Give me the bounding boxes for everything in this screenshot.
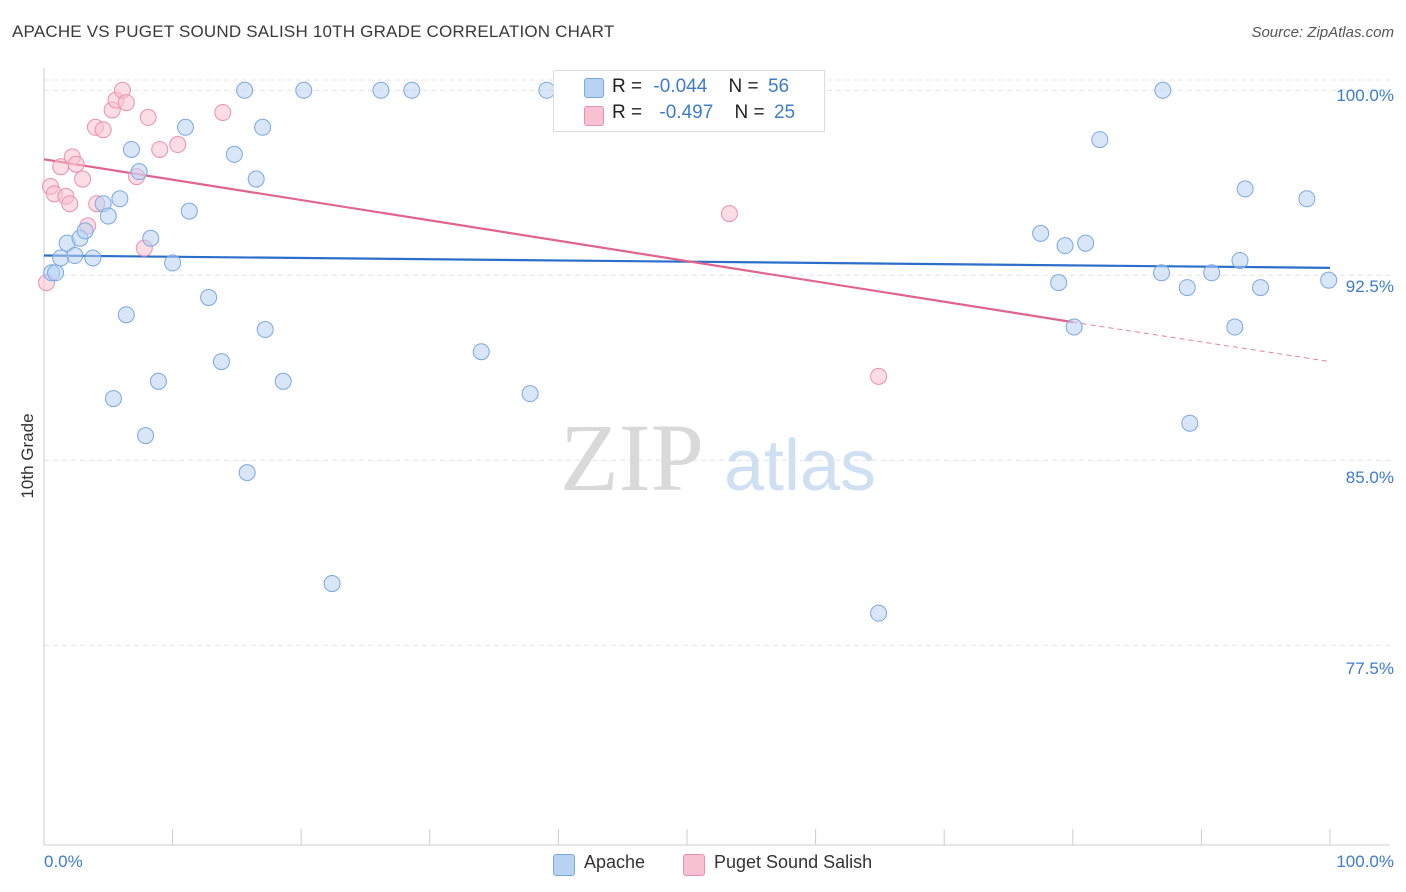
apache-point — [111, 190, 129, 208]
n-value: 25 — [773, 102, 796, 123]
n-label: N = — [734, 102, 765, 123]
n-label: N = — [728, 76, 759, 97]
apache-point — [200, 288, 218, 306]
n-value: 56 — [767, 76, 790, 97]
apache-point — [137, 427, 155, 445]
chart-title: APACHE VS PUGET SOUND SALISH 10TH GRADE … — [12, 22, 615, 41]
y-tick-label: 100.0% — [1336, 86, 1394, 105]
watermark-atlas: atlas — [724, 426, 876, 506]
apache-point — [1065, 318, 1083, 336]
legend-row-apache: R = -0.044 N = 56 — [612, 76, 789, 98]
salish-point — [151, 140, 169, 158]
apache-point — [142, 229, 160, 247]
salish-point — [720, 205, 738, 223]
apache-point — [372, 81, 390, 99]
apache-point — [66, 247, 84, 265]
gridlines — [44, 79, 1390, 646]
legend-salish: Puget Sound Salish — [714, 852, 873, 872]
apache-point — [84, 249, 102, 267]
apache-point — [1153, 264, 1171, 282]
apache-point — [1236, 180, 1254, 198]
r-value: -0.497 — [659, 102, 714, 123]
apache-point — [472, 343, 490, 361]
apache-point — [99, 207, 117, 225]
apache-point — [236, 81, 254, 99]
apache-point — [76, 222, 94, 240]
salish-point — [67, 155, 85, 173]
salish-point — [117, 94, 135, 112]
salish-point — [139, 108, 157, 126]
apache-point — [149, 372, 167, 390]
apache-point — [274, 372, 292, 390]
salish-point — [169, 136, 187, 154]
apache-point — [130, 163, 148, 181]
r-label: R = — [612, 76, 643, 97]
apache-point — [238, 464, 256, 482]
x-tick-label-min: 0.0% — [44, 852, 83, 871]
apache-point — [104, 390, 122, 408]
apache-point — [1226, 318, 1244, 336]
apache-point — [1298, 190, 1316, 208]
salish-legend-swatch — [683, 854, 705, 876]
apache-point — [176, 118, 194, 136]
axes — [43, 68, 1390, 846]
watermark: ZIP atlas — [560, 404, 876, 511]
apache-point — [247, 170, 265, 188]
apache-point — [225, 145, 243, 163]
salish-point — [870, 367, 888, 385]
r-value: -0.044 — [653, 76, 708, 97]
salish-point — [94, 121, 112, 139]
y-tick-label: 92.5% — [1345, 277, 1394, 296]
salish-point — [214, 103, 232, 121]
apache-point — [122, 140, 140, 158]
salish-swatch — [584, 106, 604, 126]
apache-point — [1050, 274, 1068, 292]
apache-point — [254, 118, 272, 136]
apache-point — [1077, 234, 1095, 252]
apache-legend-swatch — [553, 854, 575, 876]
apache-point — [1178, 279, 1196, 297]
apache-point — [403, 81, 421, 99]
apache-point — [323, 575, 341, 593]
apache-point — [164, 254, 182, 272]
apache-point — [1181, 414, 1199, 432]
y-tick-label: 77.5% — [1345, 659, 1394, 678]
apache-point — [1032, 224, 1050, 242]
legend-row-salish: R = -0.497 N = 25 — [612, 102, 795, 124]
apache-point — [521, 385, 539, 403]
x-tick-label-max: 100.0% — [1336, 852, 1394, 871]
apache-point — [295, 81, 313, 99]
apache-point — [870, 604, 888, 622]
salish-trend-extension — [1072, 321, 1331, 363]
apache-point — [1203, 264, 1221, 282]
r-label: R = — [612, 102, 643, 123]
source-label: Source: ZipAtlas.com — [1251, 24, 1394, 41]
apache-point — [212, 353, 230, 371]
legend-apache: Apache — [584, 852, 646, 872]
apache-point — [52, 249, 70, 267]
apache-point — [1091, 131, 1109, 149]
apache-point — [47, 264, 65, 282]
data-points — [38, 81, 1338, 622]
salish-trend-line — [43, 158, 1073, 324]
apache-point — [180, 202, 198, 220]
apache-point — [1231, 251, 1249, 269]
salish-point — [61, 195, 79, 213]
stats-legend: R = -0.044 N = 56 R = -0.497 N = 25 — [553, 70, 825, 132]
apache-point — [1320, 271, 1338, 289]
apache-point — [256, 321, 274, 339]
apache-point — [117, 306, 135, 324]
y-axis-label: 10th Grade — [18, 413, 37, 499]
salish-point — [74, 170, 92, 188]
y-tick-label: 85.0% — [1345, 468, 1394, 487]
apache-point — [1252, 279, 1270, 297]
apache-point — [1056, 237, 1074, 255]
apache-swatch — [584, 78, 604, 98]
apache-point — [1154, 81, 1172, 99]
watermark-zip: ZIP — [560, 404, 704, 511]
trend-lines — [43, 158, 1331, 363]
